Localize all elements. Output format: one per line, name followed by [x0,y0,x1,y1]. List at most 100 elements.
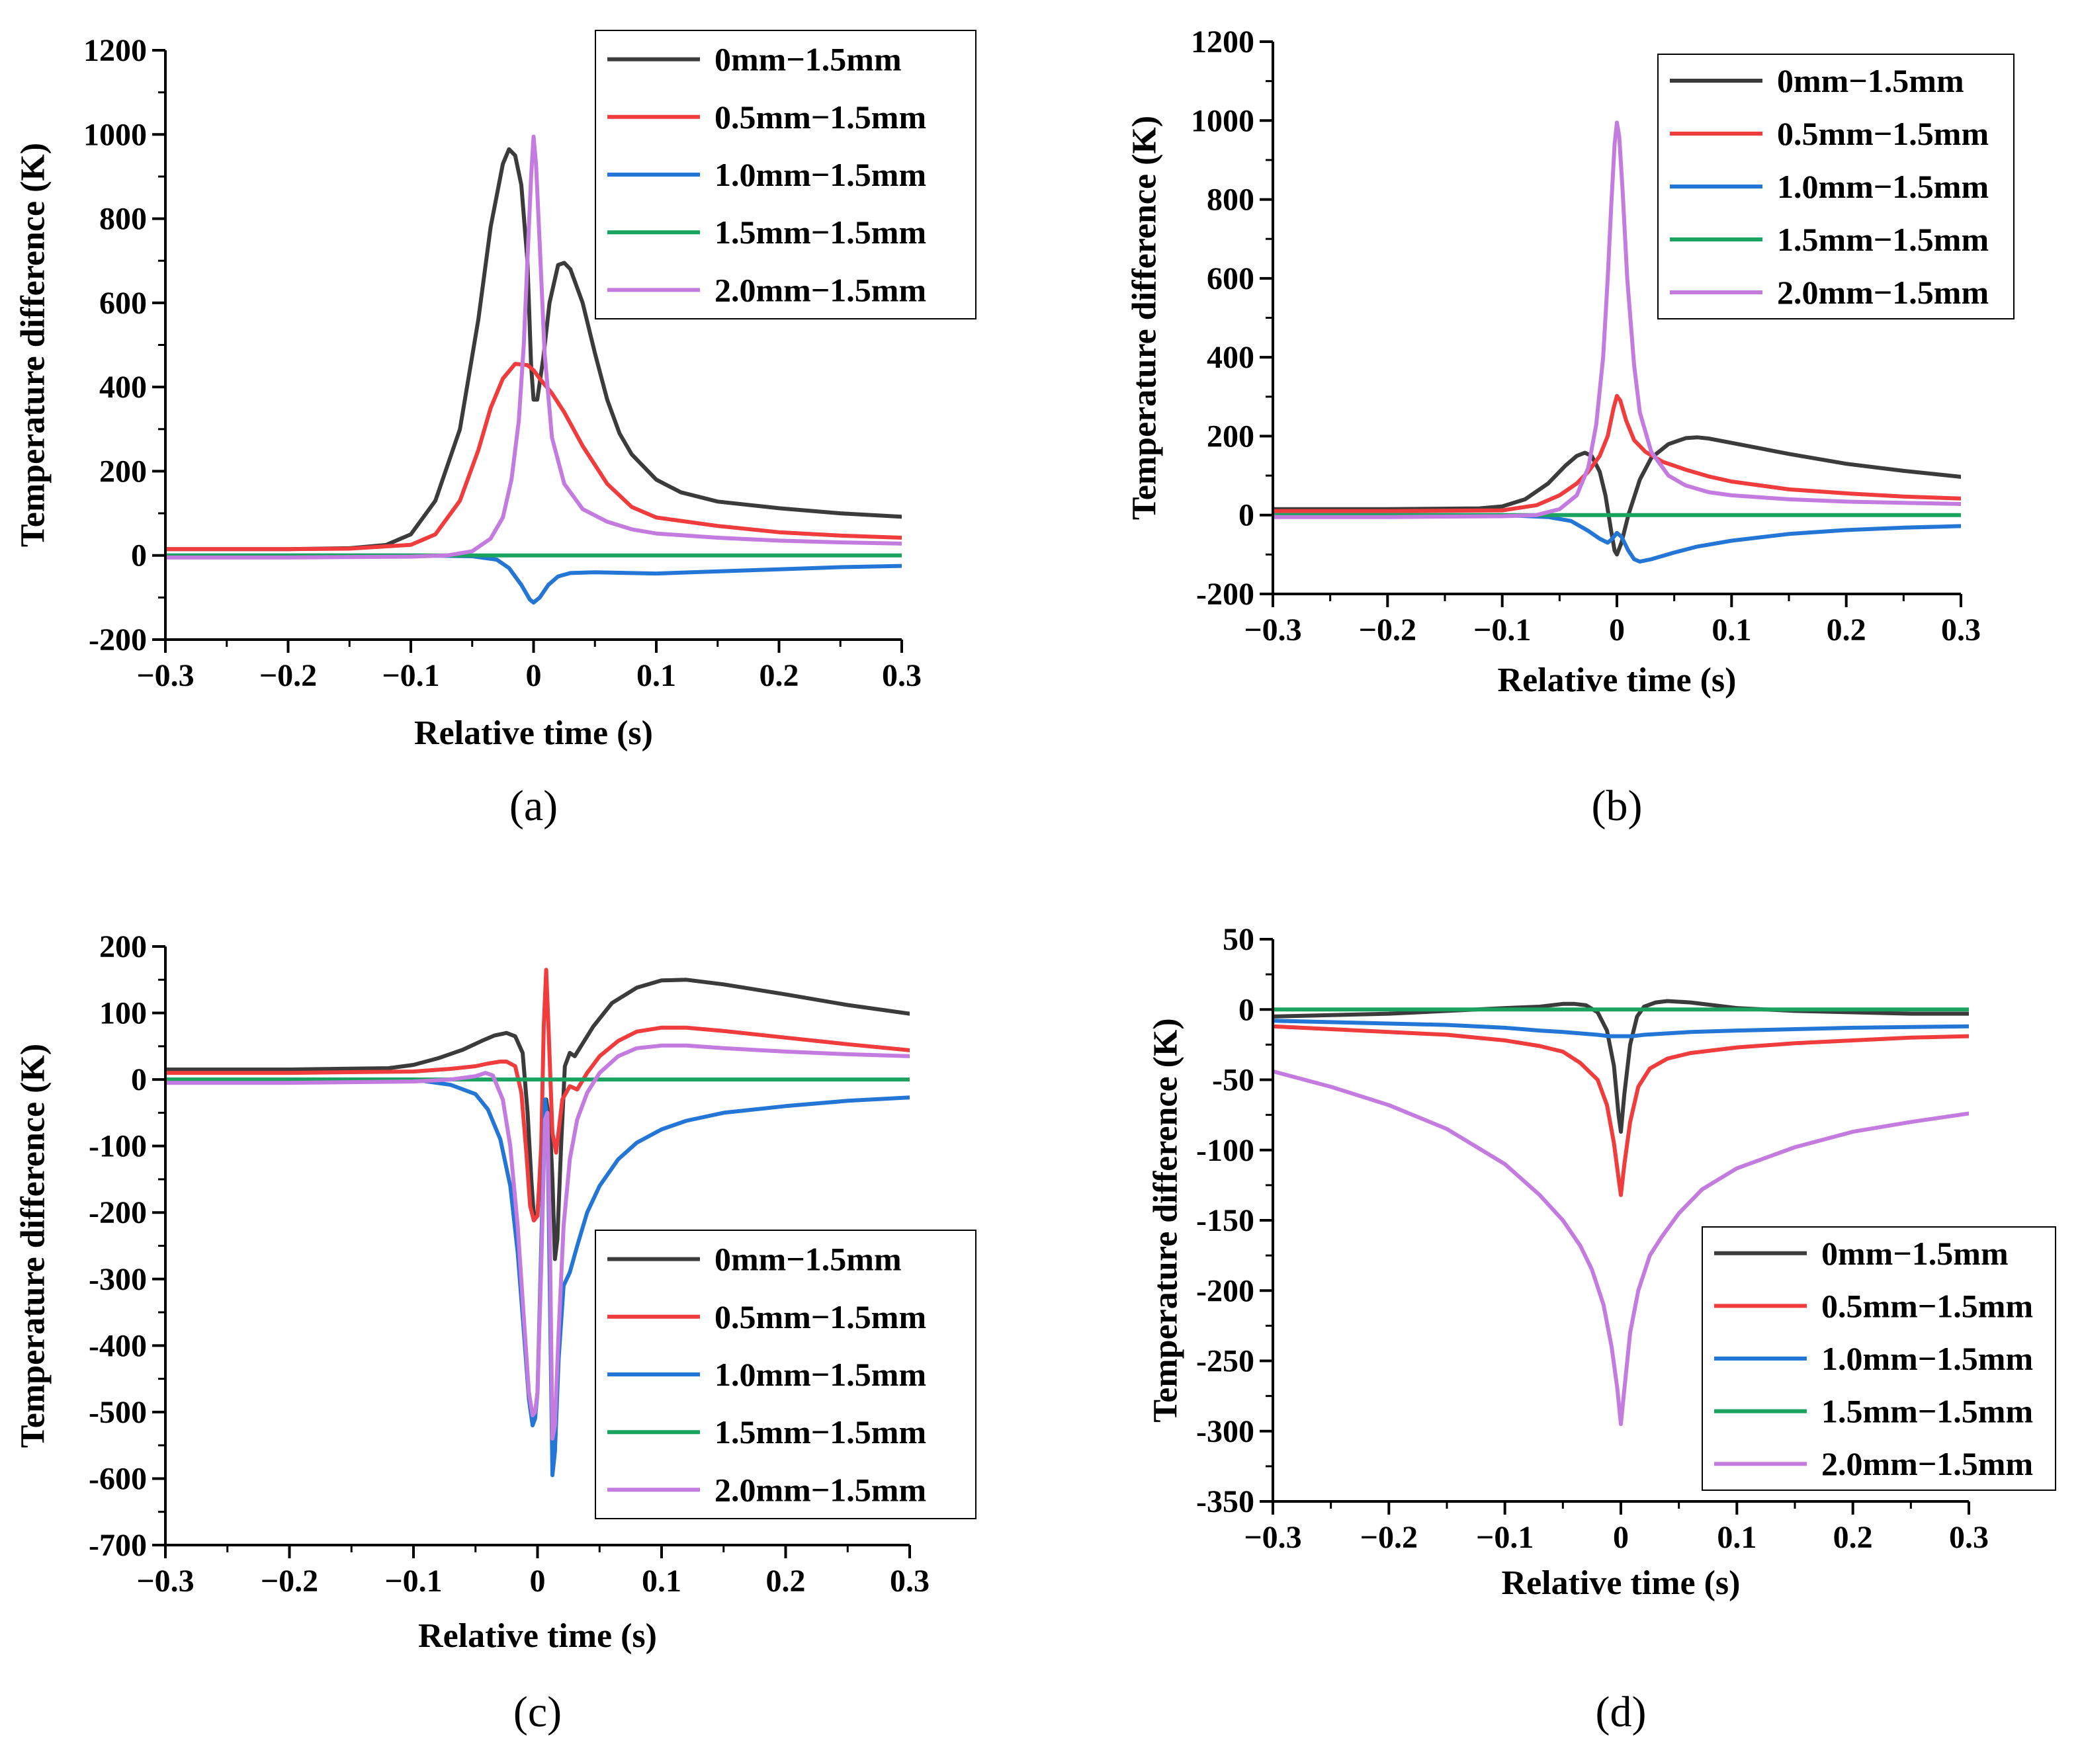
panel-c-legend-entry-0mmminus-1p5mm: 0mm−1.5mm [715,1241,902,1278]
panel-d-legend-entry-2p0mmminus-1p5mm: 2.0mm−1.5mm [1821,1445,2033,1482]
panel-d-ytick-label: -150 [1196,1203,1254,1238]
panel-d-line-0p5mmminus-1p5mm [1273,1024,1969,1197]
panel-d-xtick-label: −0.3 [1244,1520,1301,1555]
panel-d-legend-entry-1p0mmminus-1p5mm: 1.0mm−1.5mm [1821,1340,2033,1377]
panel-a-line-1p0mmminus-1p5mm [165,553,902,605]
panel-c-ytick-label: -200 [89,1195,147,1230]
panel-a-legend-entry-0p5mmminus-1p5mm: 0.5mm−1.5mm [715,99,926,136]
panel-d-legend: 0mm−1.5mm 0.5mm−1.5mm 1.0mm−1.5mm 1.5mm−1.5… [1702,1226,2056,1491]
panel-b-xtick-label: 0 [1609,612,1625,648]
panel-a-legend-entry-1p0mmminus-1p5mm: 1.0mm−1.5mm [715,156,926,193]
panel-d-xtick-label: 0.3 [1949,1520,1989,1555]
panel-d-ytick-label: -50 [1212,1063,1254,1098]
panel-c: −0.3 −0.2 −0.1 0 0.1 0.2 0.3 -700 -600 -500 -400 -3… [15,929,976,1736]
panel-c-legend-entry-1p5mmminus-1p5mm: 1.5mm−1.5mm [715,1413,926,1450]
panel-a-legend: 0mm−1.5mm 0.5mm−1.5mm 1.0mm−1.5mm 1.5mm−1.5… [595,30,976,319]
panel-b-line-2p0mmminus-1p5mm [1273,120,1961,519]
panel-a-ytick-label: 800 [99,202,147,237]
panel-b-legend-entry-0p5mmminus-1p5mm: 0.5mm−1.5mm [1777,115,1989,152]
panel-c-line-0mmminus-1p5mm [165,978,910,1261]
panel-d-xtick-label: −0.2 [1360,1520,1418,1555]
panel-c-series-lines [165,968,910,1478]
panel-b-label: (b) [1592,782,1643,830]
panel-a-ytick-label: -200 [89,622,147,657]
panel-d-ytick-label: 0 [1238,992,1254,1027]
panel-d-xtick-label: 0.2 [1833,1520,1873,1555]
panel-c-xtick-label: 0.1 [642,1564,681,1599]
panel-c-legend-entry-2p0mmminus-1p5mm: 2.0mm−1.5mm [715,1471,926,1508]
panel-a-line-2p0mmminus-1p5mm [165,134,902,560]
panel-a-line-0mmminus-1p5mm [165,147,902,552]
panel-c-ytick-label: 0 [131,1062,147,1097]
panel-d-xtick-label: 0.1 [1717,1520,1757,1555]
panel-a-label: (a) [509,782,558,830]
panel-a: −0.3 −0.2 −0.1 0 0.1 0.2 0.3 -200 0 200 400 600 800 1… [15,30,976,830]
panel-a-legend-entry-1p5mmminus-1p5mm: 1.5mm−1.5mm [715,214,926,251]
panel-c-xtick-label: 0 [530,1564,546,1599]
panel-b-x-axis-label: Relative time (s) [1498,661,1737,699]
panel-c-xtick-label: 0.2 [766,1564,806,1599]
panel-d-legend-entry-1p5mmminus-1p5mm: 1.5mm−1.5mm [1821,1393,2033,1430]
panel-c-ytick-label: 200 [99,929,147,964]
panel-a-legend-entry-2p0mmminus-1p5mm: 2.0mm−1.5mm [715,271,926,308]
panel-c-ytick-label: 100 [99,996,147,1031]
panel-b-legend-entry-1p5mmminus-1p5mm: 1.5mm−1.5mm [1777,221,1989,258]
panel-b-xtick-label: −0.3 [1244,612,1301,648]
panel-b-y-axis-label: Temperature difference (K) [1126,116,1164,520]
panel-c-ytick-label: -100 [89,1129,147,1164]
panel-b-ytick-label: 1200 [1191,24,1254,60]
panel-c-line-2p0mmminus-1p5mm [165,1043,910,1441]
panel-a-legend-entry-0mmminus-1p5mm: 0mm−1.5mm [715,41,902,78]
panel-d-legend-entry-0p5mmminus-1p5mm: 0.5mm−1.5mm [1821,1287,2033,1324]
panel-a-ytick-label: 0 [131,538,147,573]
panel-b-line-0p5mmminus-1p5mm [1273,394,1961,513]
panel-b-xtick-label: −0.2 [1359,612,1416,648]
panel-b-legend-entry-2p0mmminus-1p5mm: 2.0mm−1.5mm [1777,274,1989,311]
panel-a-xtick-label: 0 [526,658,542,693]
panel-c-xtick-label: −0.2 [261,1564,318,1599]
panel-c-legend-entry-0p5mmminus-1p5mm: 0.5mm−1.5mm [715,1298,926,1335]
panel-b-line-1p0mmminus-1p5mm [1273,513,1961,564]
panel-b-legend-entry-1p0mmminus-1p5mm: 1.0mm−1.5mm [1777,168,1989,205]
panel-d-series-lines [1273,999,1969,1427]
panel-d-label: (d) [1596,1688,1647,1736]
panel-a-ytick-label: 200 [99,454,147,489]
panel-b-ytick-label: 200 [1207,419,1254,454]
panel-b-xtick-label: 0.1 [1712,612,1751,648]
panel-b-ytick-label: -200 [1196,577,1254,612]
panel-b-ytick-label: 0 [1238,498,1254,533]
panel-a-xtick-label: −0.2 [259,658,317,693]
panel-a-xtick-label: 0.3 [882,658,922,693]
panel-a-y-axis-label: Temperature difference (K) [15,143,52,547]
panel-d: −0.3 −0.2 −0.1 0 0.1 0.2 0.3 -350 -300 -250 -200 -1… [1147,922,2056,1736]
panel-c-xtick-label: 0.3 [890,1564,930,1599]
panel-b-xtick-label: −0.1 [1473,612,1531,648]
panel-a-xtick-label: 0.1 [636,658,676,693]
panel-a-xtick-label: −0.3 [136,658,194,693]
panel-b-line-0mmminus-1p5mm [1273,435,1961,557]
panel-d-line-2p0mmminus-1p5mm [1273,1069,1969,1427]
panel-b-xtick-label: 0.3 [1941,612,1981,648]
panel-d-ytick-label: -100 [1196,1133,1254,1168]
panel-d-ytick-label: -300 [1196,1414,1254,1449]
panel-b-ytick-label: 800 [1207,183,1254,218]
panel-d-xtick-label: 0 [1613,1520,1629,1555]
panel-d-y-axis-label: Temperature difference (K) [1147,1018,1185,1422]
panel-c-legend: 0mm−1.5mm 0.5mm−1.5mm 1.0mm−1.5mm 1.5mm−1.5… [595,1230,976,1519]
panel-a-xtick-label: −0.1 [382,658,439,693]
panel-d-xtick-label: −0.1 [1476,1520,1534,1555]
panel-a-line-0p5mmminus-1p5mm [165,362,902,552]
panel-a-ytick-label: 1200 [83,33,147,68]
panel-d-legend-entry-0mmminus-1p5mm: 0mm−1.5mm [1821,1235,2009,1272]
panel-c-ytick-label: -500 [89,1395,147,1430]
panel-d-ytick-label: -350 [1196,1484,1254,1519]
panel-a-xtick-label: 0.2 [759,658,799,693]
panel-c-xtick-label: −0.1 [384,1564,442,1599]
panel-d-ytick-label: -200 [1196,1273,1254,1308]
panel-c-label: (c) [513,1688,562,1736]
panel-a-x-axis-label: Relative time (s) [414,714,653,752]
panel-c-line-0p5mmminus-1p5mm [165,968,910,1223]
panel-c-ytick-label: -400 [89,1328,147,1363]
panel-c-ytick-label: -300 [89,1262,147,1297]
